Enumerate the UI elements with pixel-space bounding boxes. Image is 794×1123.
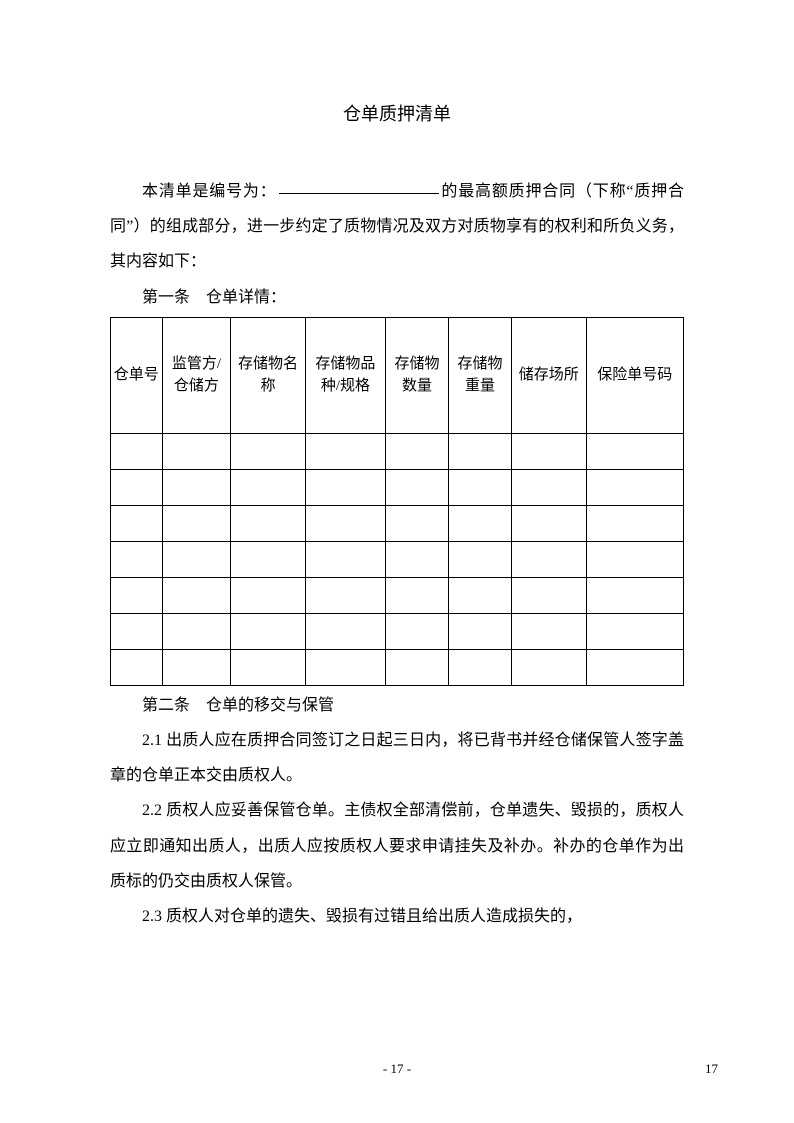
table-row <box>111 541 684 577</box>
table-cell <box>386 577 449 613</box>
warehouse-receipt-table: 仓单号监管方/仓储方存储物名称存储物品种/规格存储物数量存储物重量储存场所保险单… <box>110 317 684 686</box>
table-cell <box>449 577 512 613</box>
table-cell <box>162 433 231 469</box>
table-row <box>111 613 684 649</box>
table-header-cell: 保险单号码 <box>586 317 683 433</box>
contract-number-blank <box>279 193 439 194</box>
table-cell <box>305 469 385 505</box>
table-header-cell: 仓单号 <box>111 317 163 433</box>
table-row <box>111 469 684 505</box>
table-cell <box>305 649 385 685</box>
table-header-cell: 存储物重量 <box>449 317 512 433</box>
table-cell <box>449 541 512 577</box>
table-cell <box>162 541 231 577</box>
table-cell <box>111 577 163 613</box>
table-cell <box>512 649 586 685</box>
table-cell <box>512 541 586 577</box>
table-row <box>111 505 684 541</box>
table-cell <box>231 577 305 613</box>
table-cell <box>449 469 512 505</box>
table-cell <box>386 649 449 685</box>
intro-pre: 本清单是编号为： <box>142 183 277 200</box>
table-cell <box>231 433 305 469</box>
table-header-row: 仓单号监管方/仓储方存储物名称存储物品种/规格存储物数量存储物重量储存场所保险单… <box>111 317 684 433</box>
table-cell <box>111 541 163 577</box>
table-cell <box>386 433 449 469</box>
page-footer: - 17 - 17 <box>0 1061 794 1077</box>
table-cell <box>586 505 683 541</box>
table-cell <box>512 577 586 613</box>
table-cell <box>449 613 512 649</box>
table-cell <box>162 577 231 613</box>
table-cell <box>586 541 683 577</box>
table-cell <box>111 469 163 505</box>
footer-page-center: - 17 - <box>0 1061 794 1077</box>
table-cell <box>386 541 449 577</box>
table-cell <box>231 613 305 649</box>
table-cell <box>512 433 586 469</box>
footer-page-right: 17 <box>705 1061 718 1077</box>
table-cell <box>305 433 385 469</box>
table-cell <box>512 469 586 505</box>
table-cell <box>305 577 385 613</box>
table-header-cell: 储存场所 <box>512 317 586 433</box>
table-cell <box>386 505 449 541</box>
page-title: 仓单质押清单 <box>110 100 684 126</box>
table-cell <box>111 505 163 541</box>
table-cell <box>386 613 449 649</box>
table-cell <box>586 469 683 505</box>
table-cell <box>305 541 385 577</box>
article1-heading: 第一条 仓单详情： <box>110 280 684 315</box>
table-cell <box>586 613 683 649</box>
clause-2-3: 2.3 质权人对仓单的遗失、毁损有过错且给出质人造成损失的， <box>110 899 684 934</box>
table-cell <box>449 433 512 469</box>
table-cell <box>231 505 305 541</box>
table-cell <box>305 505 385 541</box>
table-header-cell: 监管方/仓储方 <box>162 317 231 433</box>
table-row <box>111 577 684 613</box>
table-cell <box>586 577 683 613</box>
table-cell <box>231 469 305 505</box>
table-cell <box>231 649 305 685</box>
clause-2-2: 2.2 质权人应妥善保管仓单。主债权全部清偿前，仓单遗失、毁损的，质权人应立即通… <box>110 793 684 899</box>
table-cell <box>512 613 586 649</box>
table-cell <box>162 649 231 685</box>
table-cell <box>586 649 683 685</box>
table-cell <box>386 469 449 505</box>
table-cell <box>231 541 305 577</box>
table-cell <box>449 505 512 541</box>
table-cell <box>586 433 683 469</box>
table-cell <box>111 433 163 469</box>
table-header-cell: 存储物品种/规格 <box>305 317 385 433</box>
table-cell <box>512 505 586 541</box>
table-header-cell: 存储物数量 <box>386 317 449 433</box>
table-cell <box>305 613 385 649</box>
table-row <box>111 649 684 685</box>
table-cell <box>162 613 231 649</box>
table-cell <box>162 505 231 541</box>
table-row <box>111 433 684 469</box>
intro-paragraph: 本清单是编号为：的最高额质押合同（下称“质押合同”）的组成部分，进一步约定了质物… <box>110 174 684 280</box>
article2-heading: 第二条 仓单的移交与保管 <box>110 688 684 723</box>
table-cell <box>162 469 231 505</box>
clause-2-1: 2.1 出质人应在质押合同签订之日起三日内，将已背书并经仓储保管人签字盖章的仓单… <box>110 723 684 793</box>
table-cell <box>111 649 163 685</box>
table-cell <box>111 613 163 649</box>
table-cell <box>449 649 512 685</box>
table-header-cell: 存储物名称 <box>231 317 305 433</box>
